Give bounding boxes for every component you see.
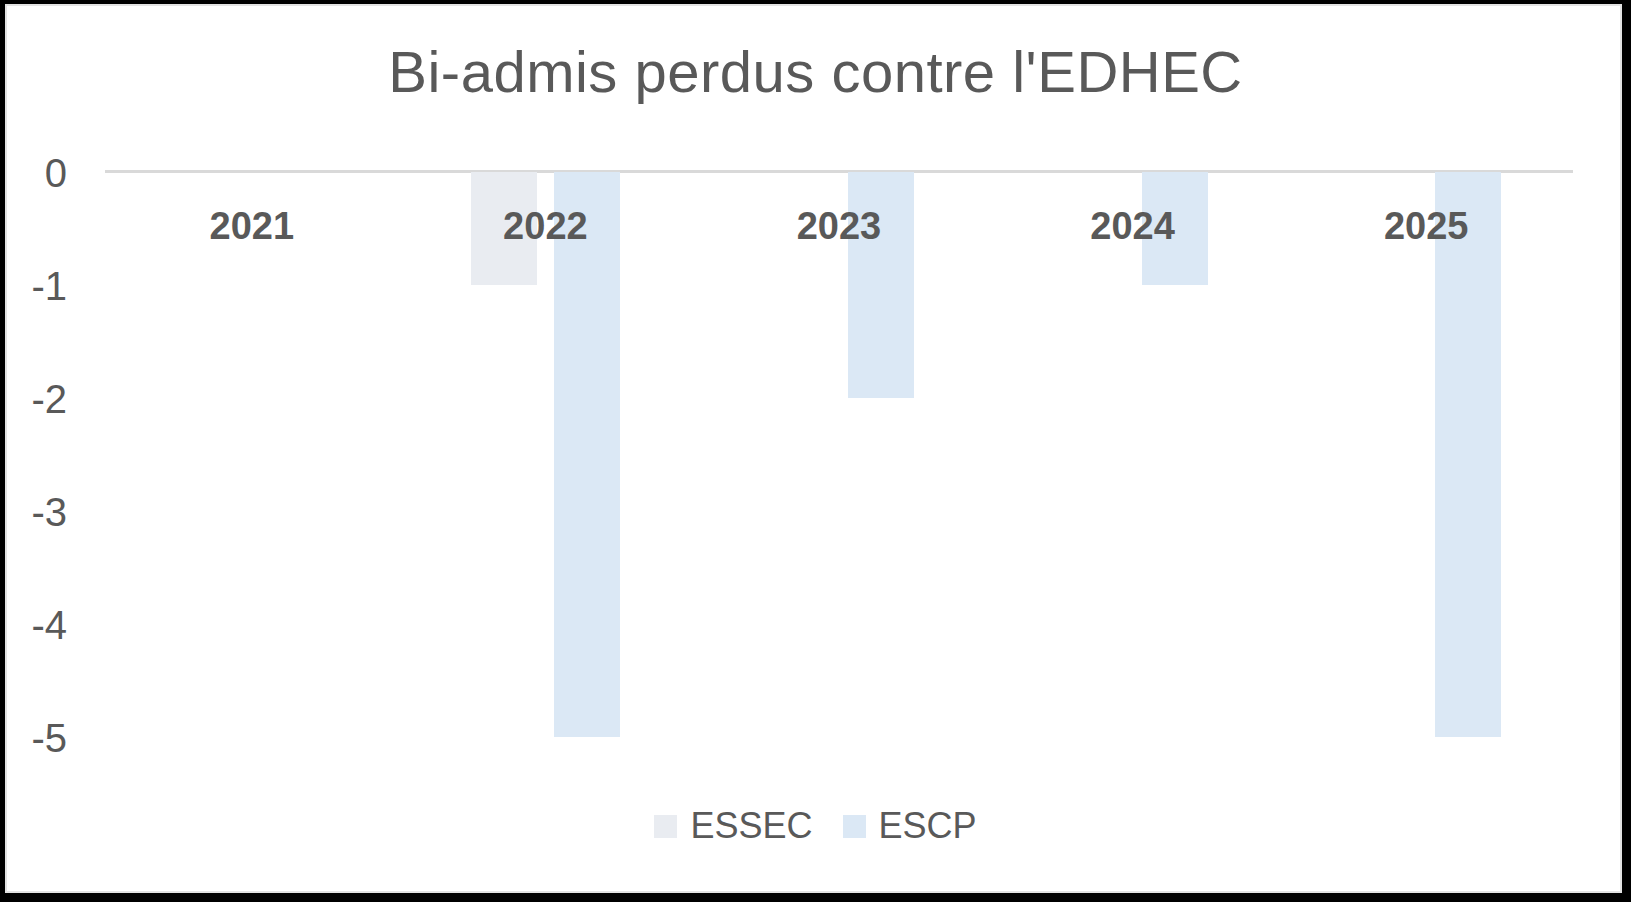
y-axis-tick-label: -1 xyxy=(0,262,67,310)
chart-title: Bi-admis perdus contre l'EDHEC xyxy=(0,38,1631,105)
zero-gridline xyxy=(105,170,1573,173)
legend: ESSEC ESCP xyxy=(0,804,1631,848)
chart-window: Bi-admis perdus contre l'EDHEC 0 -1 -2 -3 -4… xyxy=(0,0,1631,902)
legend-label-essec: ESSEC xyxy=(690,804,812,848)
x-axis-category-label: 2024 xyxy=(1043,204,1223,248)
legend-swatch-escp-icon xyxy=(843,815,866,838)
x-axis-category-label: 2022 xyxy=(455,204,635,248)
y-axis-tick-label: 0 xyxy=(0,149,67,197)
legend-item-essec[interactable]: ESSEC xyxy=(654,804,812,848)
legend-item-escp[interactable]: ESCP xyxy=(843,804,977,848)
y-axis-tick-label: -5 xyxy=(0,714,67,762)
bar-escp-2025[interactable] xyxy=(1435,172,1501,737)
screenshot-frame xyxy=(0,0,1631,902)
y-axis-tick-label: -2 xyxy=(0,375,67,423)
chart-inner-border xyxy=(5,4,1622,893)
x-axis-category-label: 2025 xyxy=(1336,204,1516,248)
y-axis-tick-label: -4 xyxy=(0,601,67,649)
x-axis-category-label: 2021 xyxy=(162,204,342,248)
legend-swatch-essec-icon xyxy=(654,815,677,838)
bar-escp-2022[interactable] xyxy=(554,172,620,737)
y-axis-tick-label: -3 xyxy=(0,488,67,536)
x-axis-category-label: 2023 xyxy=(749,204,929,248)
legend-label-escp: ESCP xyxy=(879,804,977,848)
